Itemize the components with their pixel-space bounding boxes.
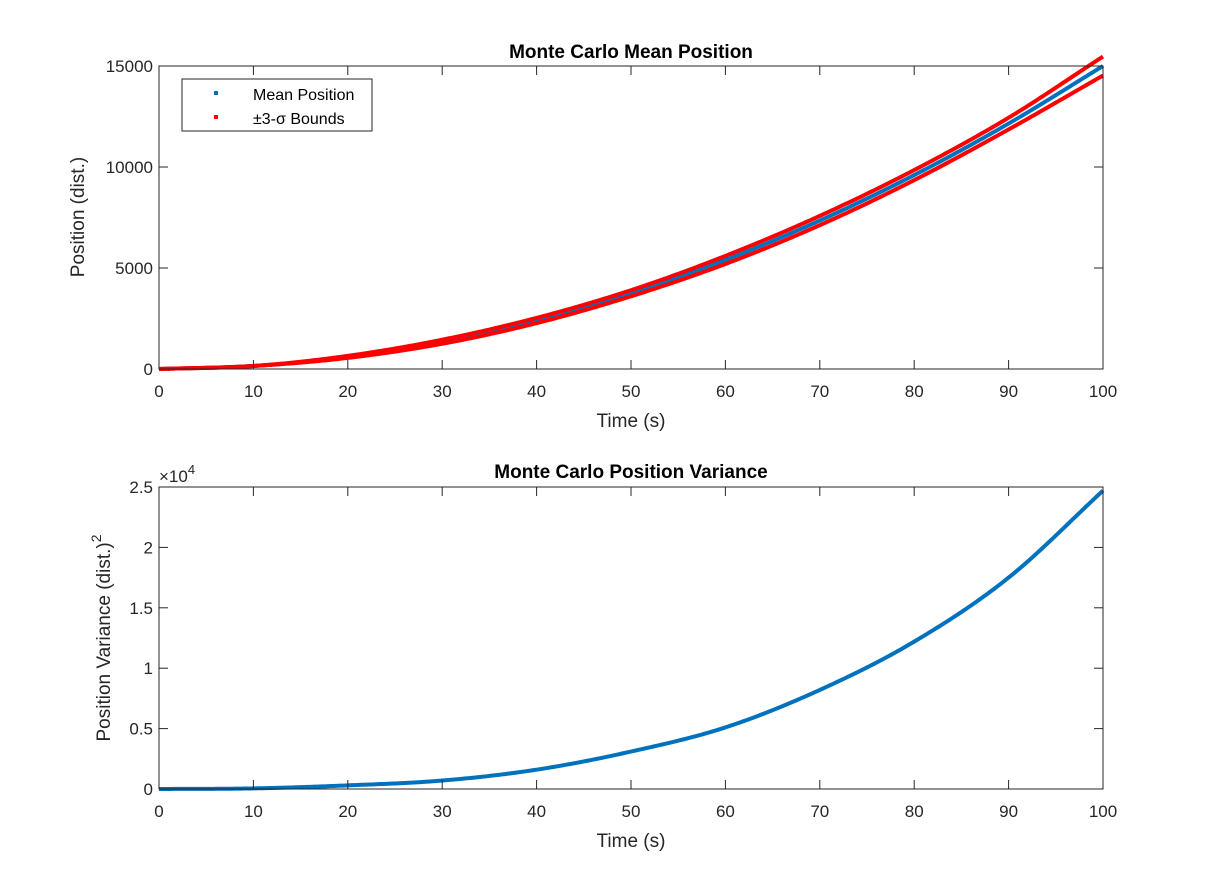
y-tick-label: 1.5	[129, 599, 153, 618]
top-x-axis-label: Time (s)	[597, 411, 666, 432]
y-tick-label: 0.5	[129, 720, 153, 739]
x-tick-label: 40	[527, 802, 546, 821]
top-x-ticks: 0 10 20 30 40 50 60 70 80 90 100	[154, 66, 1117, 401]
y-tick-label: 1	[144, 659, 153, 678]
y-tick-label: 0	[144, 780, 153, 799]
y-tick-label: 2	[144, 538, 153, 557]
bottom-subplot: 0 10 20 30 40 50 60 70 80 90 100 0 0.5 1 1.5 2 2.5 Mont…	[88, 462, 1117, 852]
top-y-axis-label: Position (dist.)	[68, 157, 89, 277]
x-tick-label: 90	[999, 802, 1018, 821]
y-tick-label: 2.5	[129, 478, 153, 497]
x-tick-label: 80	[905, 382, 924, 401]
x-tick-label: 20	[338, 802, 357, 821]
y-tick-label: 5000	[115, 259, 153, 278]
legend-marker-bounds	[214, 115, 218, 119]
bottom-y-axis-label-text: Position Variance (dist.)	[94, 542, 115, 741]
x-tick-label: 30	[433, 382, 452, 401]
bottom-plot-area	[159, 487, 1103, 789]
x-tick-label: 30	[433, 802, 452, 821]
exponent-base: ×10	[159, 467, 188, 486]
x-tick-label: 60	[716, 382, 735, 401]
legend: Mean Position ±3-σ Bounds	[181, 78, 373, 132]
bottom-y-axis-label: Position Variance (dist.)2	[88, 534, 115, 741]
bottom-x-ticks: 0 10 20 30 40 50 60 70 80 90 100	[154, 487, 1117, 821]
series-line-2	[158, 73, 1104, 371]
x-tick-label: 0	[154, 382, 163, 401]
exponent-power: 4	[188, 462, 195, 477]
legend-label-bounds: ±3-σ Bounds	[253, 111, 345, 128]
bottom-series-lines	[158, 489, 1105, 791]
y-tick-label: 0	[144, 360, 153, 379]
top-y-ticks: 0 5000 10000 15000	[106, 57, 1103, 379]
top-series-lines	[158, 54, 1105, 371]
top-chart-title: Monte Carlo Mean Position	[509, 42, 753, 63]
x-tick-label: 10	[244, 382, 263, 401]
x-tick-label: 10	[244, 802, 263, 821]
bottom-chart-title: Monte Carlo Position Variance	[494, 462, 767, 483]
legend-box	[181, 78, 373, 132]
bottom-y-axis-label-group: Position Variance (dist.)2	[88, 534, 115, 741]
x-tick-label: 100	[1089, 802, 1117, 821]
bottom-y-ticks: 0 0.5 1 1.5 2 2.5	[129, 478, 1103, 799]
x-tick-label: 50	[622, 802, 641, 821]
x-tick-label: 80	[905, 802, 924, 821]
x-tick-label: 70	[810, 802, 829, 821]
series-line-0	[158, 489, 1105, 791]
bottom-x-axis-label: Time (s)	[597, 831, 666, 852]
x-tick-label: 60	[716, 802, 735, 821]
exponent-label: ×104	[159, 462, 195, 486]
legend-marker-mean-position	[214, 91, 218, 95]
x-tick-label: 0	[154, 802, 163, 821]
x-tick-label: 50	[622, 382, 641, 401]
y-tick-label: 15000	[106, 57, 153, 76]
x-tick-label: 70	[810, 382, 829, 401]
bottom-y-axis-label-superscript: 2	[88, 534, 104, 542]
legend-label-mean-position: Mean Position	[253, 87, 354, 104]
x-tick-label: 90	[999, 382, 1018, 401]
y-tick-label: 10000	[106, 158, 153, 177]
x-tick-label: 20	[338, 382, 357, 401]
x-tick-label: 40	[527, 382, 546, 401]
top-subplot: 0 10 20 30 40 50 60 70 80 90 100 0 5000 10000 15000 M…	[68, 42, 1117, 432]
x-tick-label: 100	[1089, 382, 1117, 401]
